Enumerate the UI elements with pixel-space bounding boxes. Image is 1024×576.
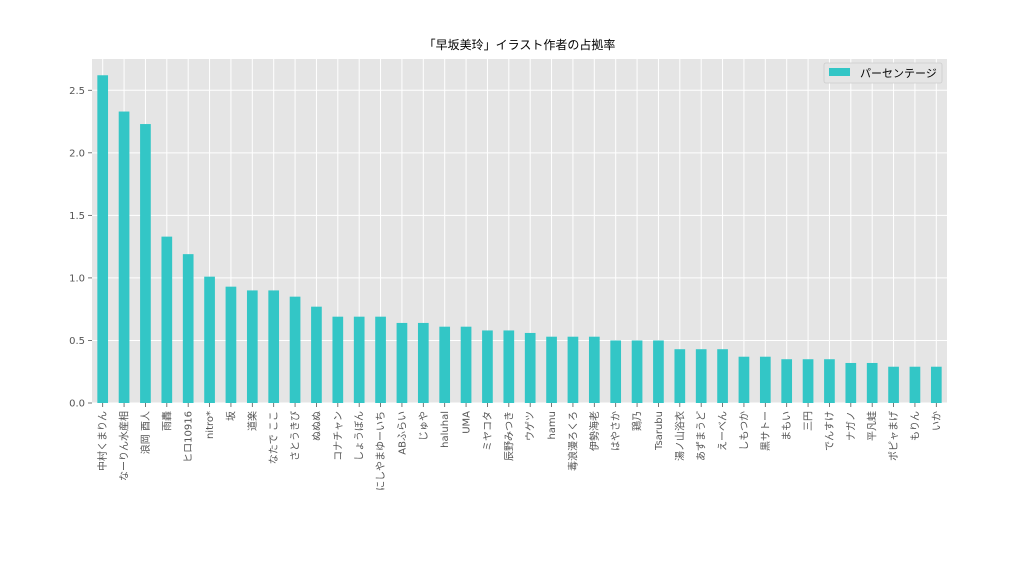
x-tick-label: あずまうど	[696, 411, 708, 461]
y-tick-label: 1.0	[69, 273, 85, 284]
x-tick-label: 辰野みつき	[503, 411, 515, 461]
x-tick-label: なたで ここ	[268, 411, 280, 464]
bar	[610, 340, 622, 403]
legend-box	[823, 62, 943, 84]
bar	[909, 366, 921, 403]
bar	[268, 290, 280, 403]
bar	[353, 316, 365, 403]
bar	[524, 332, 536, 403]
x-tick-label: コナチャン	[332, 411, 344, 461]
bar	[332, 316, 344, 403]
x-tick-label: ぬぬぬ	[311, 411, 323, 441]
bar	[802, 359, 814, 403]
x-tick-label: じゅや	[418, 411, 430, 441]
x-tick-label: ミヤコタ	[482, 411, 494, 451]
legend: パーセンテージ	[823, 62, 943, 84]
x-tick-label: 鶏乃	[631, 411, 644, 431]
y-tick-label: 2.0	[69, 148, 85, 159]
bar	[824, 359, 835, 403]
x-tick-label: まもい	[781, 411, 793, 441]
x-tick-label: ポピャまげ	[888, 411, 900, 461]
legend-label: パーセンテージ	[860, 67, 937, 80]
x-tick-label: しもつか	[738, 411, 750, 451]
x-tick-label: haluhal	[440, 411, 451, 448]
bar	[97, 75, 109, 404]
bar	[460, 326, 472, 403]
x-tick-label: えーべん	[717, 411, 729, 451]
bar	[246, 290, 258, 403]
bars	[97, 75, 942, 404]
bar	[289, 296, 301, 403]
bar	[759, 356, 771, 403]
x-tick-label: UMA	[462, 411, 473, 434]
x-tick-label: 浪岡 酉人	[139, 411, 152, 454]
bar	[118, 111, 130, 404]
bar	[567, 336, 579, 403]
y-tick-label: 2.5	[69, 86, 85, 97]
x-tick-label: しょうぼん	[354, 411, 366, 461]
bar	[888, 366, 899, 403]
bar	[417, 322, 429, 403]
bar	[225, 286, 237, 403]
x-tick-label: hamu	[547, 411, 558, 440]
x-tick-label: 雨轟	[160, 411, 173, 431]
x-tick-label: nitro*	[205, 411, 216, 439]
x-tick-label: 道楽	[246, 411, 259, 431]
x-tick-label: 三円	[804, 411, 815, 431]
y-axis: 0.0 0.5 1.0 1.5 2.0 2.5	[69, 86, 92, 410]
bar	[674, 349, 686, 403]
x-tick-label: ウゲツ	[525, 411, 537, 441]
y-tick-label: 0.5	[69, 336, 85, 347]
plot-background	[92, 59, 947, 403]
x-tick-label: ヒロ10916	[183, 411, 195, 463]
bar	[653, 340, 664, 403]
x-tick-label: Tsarubu	[654, 411, 665, 451]
bar	[738, 356, 750, 403]
x-tick-label: もりん	[909, 411, 921, 441]
chart-title: 「早坂美玲」イラスト作者の占拠率	[424, 37, 616, 52]
bar	[546, 336, 557, 403]
x-tick-label: 伊勢海老	[588, 411, 601, 451]
bar	[311, 306, 322, 403]
x-axis: 中村くまりん なーりん水産相 浪岡 酉人 雨轟 ヒロ10916 nitro* 坂道楽 なたで …	[96, 403, 943, 491]
y-tick-label: 1.5	[69, 211, 85, 222]
x-tick-label: にしやまゆーいち	[375, 411, 387, 491]
bar	[866, 362, 878, 403]
bar	[140, 124, 151, 403]
x-tick-label: なーりん水産相	[118, 411, 131, 481]
bar	[588, 336, 600, 403]
x-tick-label: さとうきび	[290, 411, 302, 461]
x-tick-label: 黒サトー	[760, 411, 772, 451]
bar	[161, 236, 173, 403]
x-tick-label: 平凡蛙	[866, 411, 879, 441]
legend-swatch	[829, 68, 850, 76]
x-tick-label: ナガノ	[845, 411, 857, 441]
y-tick-label: 0.0	[69, 399, 85, 410]
bar	[396, 322, 408, 403]
bar	[482, 330, 493, 403]
x-tick-label: ABふらい	[396, 411, 408, 455]
x-tick-label: いか	[931, 411, 943, 431]
bar	[695, 349, 707, 403]
x-tick-label: はやさか	[610, 411, 622, 451]
x-tick-label: 中村くまりん	[96, 411, 109, 471]
x-tick-label: 坂	[225, 411, 237, 421]
x-tick-label: 湯ノ山浴衣	[673, 411, 686, 461]
bar	[781, 359, 793, 403]
bar	[439, 326, 451, 403]
bar	[717, 349, 728, 403]
bar	[631, 340, 643, 403]
bar	[204, 276, 215, 403]
bar	[503, 330, 515, 403]
bar	[375, 316, 386, 403]
bar	[845, 362, 857, 403]
bar	[182, 254, 194, 403]
x-tick-label: 毒浪漫ろくろ	[566, 411, 579, 471]
bar	[930, 366, 942, 403]
x-tick-label: でんすけ	[824, 411, 836, 451]
